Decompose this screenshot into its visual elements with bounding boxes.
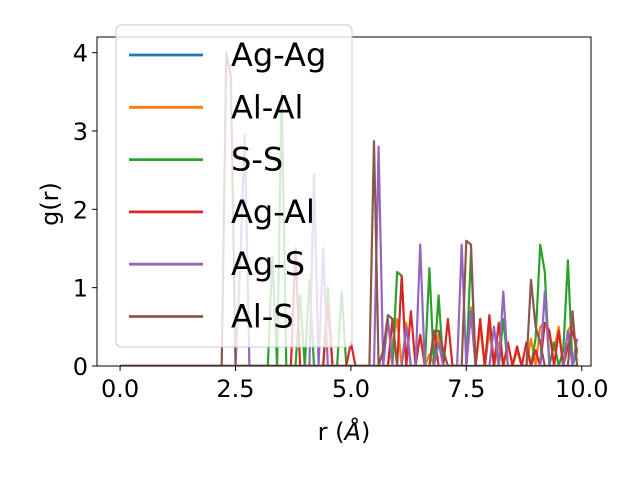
legend-label-al-s: Al-S xyxy=(231,298,294,336)
legend-label-s-s: S-S xyxy=(231,141,283,179)
legend-label-ag-al: Ag-Al xyxy=(231,193,315,231)
y-tick-label: 4 xyxy=(73,40,88,68)
y-tick-label: 0 xyxy=(73,353,88,381)
y-axis-label: g(r) xyxy=(36,182,64,226)
legend-label-ag-s: Ag-S xyxy=(231,245,305,283)
legend-label-ag-ag: Ag-Ag xyxy=(231,36,326,74)
y-tick-label: 2 xyxy=(73,196,88,224)
x-tick-label: 7.5 xyxy=(447,375,485,403)
legend: Ag-Ag Al-Al S-S Ag-Al Ag-S Al-S xyxy=(115,24,353,348)
legend-box xyxy=(115,24,353,348)
x-tick-label: 0.0 xyxy=(101,375,139,403)
x-tick-label: 5.0 xyxy=(332,375,370,403)
x-axis-label: r (Å) xyxy=(318,417,371,446)
series-line-ag-al xyxy=(120,247,579,366)
y-tick-label: 3 xyxy=(73,118,88,146)
x-tick-label: 2.5 xyxy=(216,375,254,403)
series-line-al-s xyxy=(120,51,579,366)
y-tick-label: 1 xyxy=(73,275,88,303)
legend-label-al-al: Al-Al xyxy=(231,88,303,126)
axes-layer: 0.0 2.5 5.0 7.5 10.0 0 1 2 3 4 xyxy=(73,36,608,403)
x-tick-label: 10.0 xyxy=(555,375,608,403)
